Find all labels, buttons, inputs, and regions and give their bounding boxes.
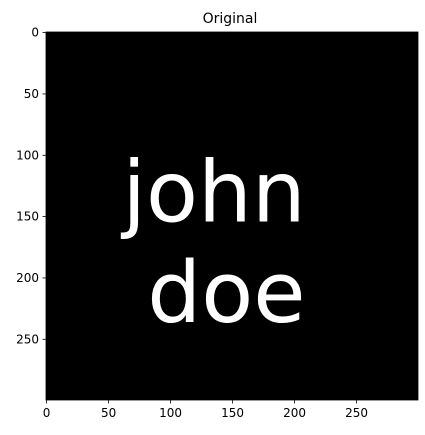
x-tick-label: 200 bbox=[283, 406, 306, 420]
x-tick-label: 250 bbox=[345, 406, 368, 420]
y-tick-label: 100 bbox=[16, 148, 39, 162]
x-axis: 0 50 100 150 200 250 bbox=[43, 400, 368, 420]
axes-frame bbox=[45, 31, 419, 401]
y-tick-label: 250 bbox=[16, 332, 39, 346]
y-tick-label: 50 bbox=[24, 87, 39, 101]
y-tick-label: 200 bbox=[16, 271, 39, 285]
x-tick-label: 150 bbox=[221, 406, 244, 420]
y-tick-label: 0 bbox=[31, 26, 39, 40]
image-background bbox=[46, 32, 418, 400]
chart-title: Original bbox=[203, 11, 258, 27]
y-axis: 0 50 100 150 200 250 bbox=[16, 26, 46, 346]
y-tick-label: 150 bbox=[16, 210, 39, 224]
x-tick-label: 50 bbox=[101, 406, 116, 420]
image-text-line: john bbox=[120, 144, 305, 243]
x-tick-label: 100 bbox=[159, 406, 182, 420]
x-tick-label: 0 bbox=[43, 406, 51, 420]
image-text-line: doe bbox=[147, 244, 305, 343]
